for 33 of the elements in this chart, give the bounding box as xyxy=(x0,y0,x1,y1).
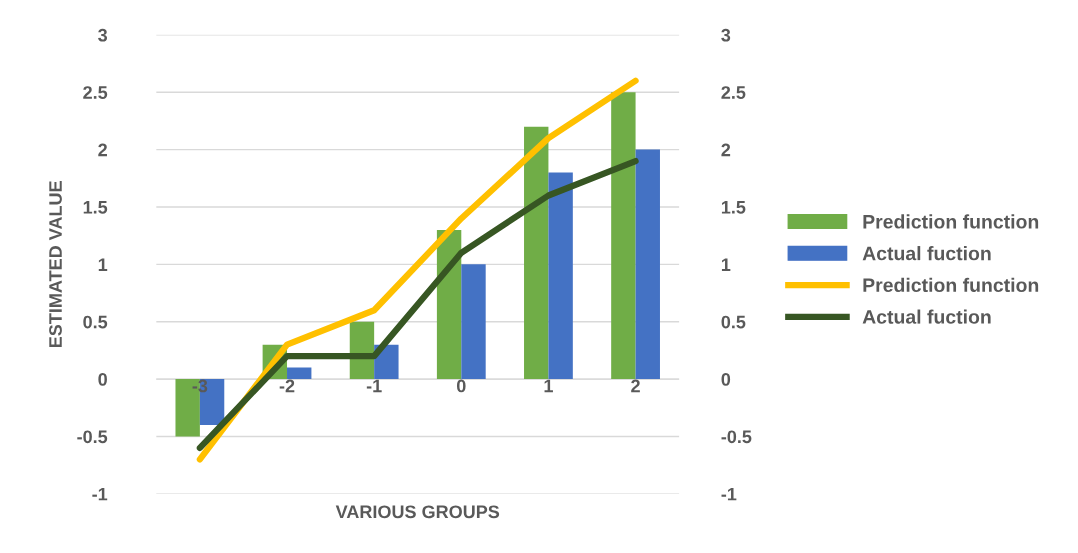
bar xyxy=(524,126,549,380)
y-tick-label: 0.5 xyxy=(83,315,108,329)
y-tick-label: 2.5 xyxy=(83,86,108,99)
legend-label: Actual fuction xyxy=(862,246,991,261)
y-tick-label: 1 xyxy=(98,258,108,271)
x-axis-title: VARIOUS GROUPS xyxy=(335,505,500,519)
bar xyxy=(461,264,486,380)
x-tick-label: 1 xyxy=(544,379,553,393)
y2-tick-label: -1 xyxy=(721,487,737,501)
y-tick-label: 1.5 xyxy=(83,201,108,214)
y2-tick-label: 2.5 xyxy=(721,86,746,99)
y-tick-label: -0.5 xyxy=(77,430,108,444)
y2-tick-label: 1.5 xyxy=(721,201,746,214)
x-tick-label: -1 xyxy=(366,379,382,393)
y2-tick-label: 1 xyxy=(721,258,731,271)
x-tick-label: 0 xyxy=(456,379,466,393)
x-tick-label: -2 xyxy=(279,379,295,393)
y2-tick-label: -0.5 xyxy=(721,430,752,444)
legend-label: Prediction function xyxy=(863,214,1039,229)
y-tick-label: 2 xyxy=(98,143,107,157)
y-tick-label: -1 xyxy=(92,487,108,501)
legend-label: Actual fuction xyxy=(862,309,991,324)
y-axis-title: ESTIMATED VALUE xyxy=(49,181,62,348)
y2-tick-label: 0.5 xyxy=(721,315,746,329)
y2-tick-label: 2 xyxy=(721,143,731,157)
y-tick-label: 3 xyxy=(98,28,108,42)
y2-tick-label: 3 xyxy=(721,28,731,42)
bar xyxy=(611,92,636,380)
legend-label: Prediction function xyxy=(863,277,1039,293)
bar xyxy=(287,367,312,380)
x-tick-label: 2 xyxy=(631,379,640,393)
bar xyxy=(548,172,573,380)
bar xyxy=(635,149,660,380)
